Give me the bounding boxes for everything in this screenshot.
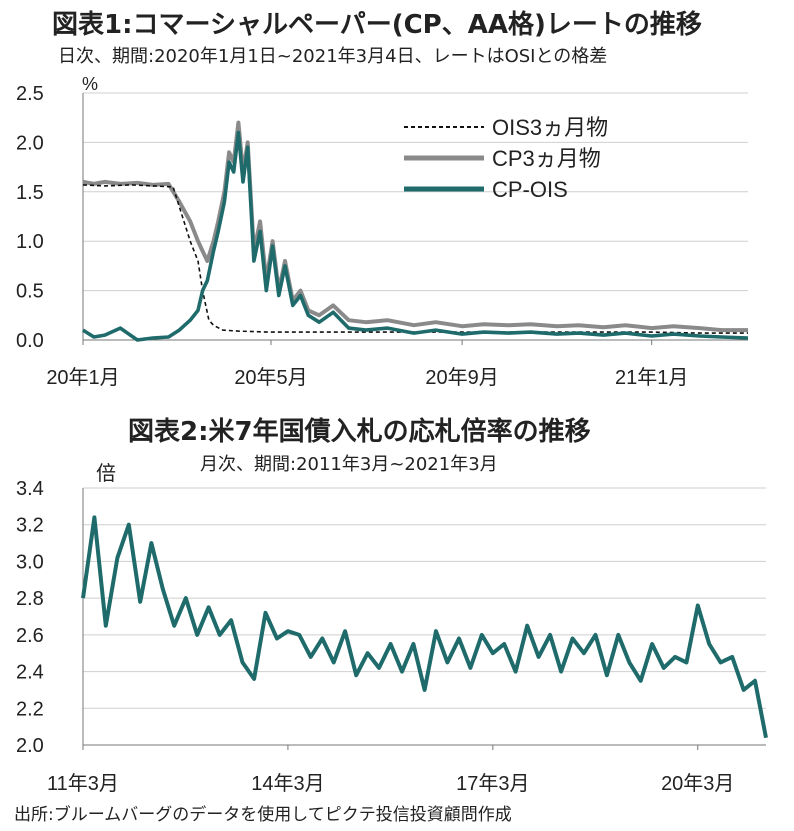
chart1-x-tick-label: 20年5月: [234, 366, 307, 389]
chart2-subtitle: 月次、期間:2011年3月~2021年3月: [200, 454, 498, 475]
chart2-y-tick-label: 2.4: [16, 662, 44, 684]
chart2-title: 図表2:米7年国債入札の応札倍率の推移: [128, 417, 591, 447]
chart2-y-tick-label: 2.2: [16, 698, 44, 720]
chart1-series-line-0: [82, 184, 748, 334]
chart1-series-line-1: [82, 120, 748, 333]
chart1-y-unit: %: [82, 74, 98, 94]
chart2-y-tick-label: 2.6: [16, 625, 44, 647]
source-note: 出所:ブルームバーグのデータを使用してピクテ投信投資顧問作成: [14, 805, 512, 825]
chart2-y-tick-label: 2.8: [16, 588, 44, 610]
chart1-x-tick-label: 20年9月: [425, 366, 498, 389]
chart2-y-tick-label: 3.2: [16, 515, 44, 537]
chart2-x-tick-label: 14年3月: [251, 772, 324, 795]
chart2-series-line: [81, 515, 768, 739]
chart1-y-tick-label: 2.5: [16, 83, 44, 105]
chart1-y-tick-label: 0.0: [16, 330, 44, 352]
chart1-series-line-2: [82, 130, 749, 342]
chart1-legend-label: OIS3ヵ月物: [492, 115, 608, 140]
chart2-y-tick-label: 3.0: [16, 551, 44, 573]
chart1-y-tick-label: 1.0: [16, 231, 44, 253]
chart2-y-tick-label: 3.4: [16, 478, 44, 500]
chart2-x-tick-label: 20年3月: [661, 772, 734, 795]
chart1-legend-label: CP3ヵ月物: [492, 146, 601, 171]
chart2-y-tick-label: 2.0: [16, 735, 44, 757]
chart2-x-tick-label: 17年3月: [456, 772, 529, 795]
chart1-y-tick-label: 1.5: [16, 182, 44, 204]
chart1-x-tick-label: 21年1月: [615, 366, 688, 389]
chart1-title: 図表1:コマーシャルペーパー(CP、AA格)レートの推移: [52, 10, 702, 40]
chart1-y-tick-label: 2.0: [16, 132, 44, 154]
chart1-subtitle: 日次、期間:2020年1月1日~2021年3月4日、レートはOSIとの格差: [58, 46, 608, 67]
chart1-y-tick-label: 0.5: [16, 281, 44, 303]
chart2-y-unit: 倍: [96, 462, 116, 485]
chart2-x-tick-label: 11年3月: [47, 772, 119, 795]
chart1-legend-label: CP-OIS: [492, 177, 568, 202]
chart1-x-tick-label: 20年1月: [46, 366, 119, 389]
